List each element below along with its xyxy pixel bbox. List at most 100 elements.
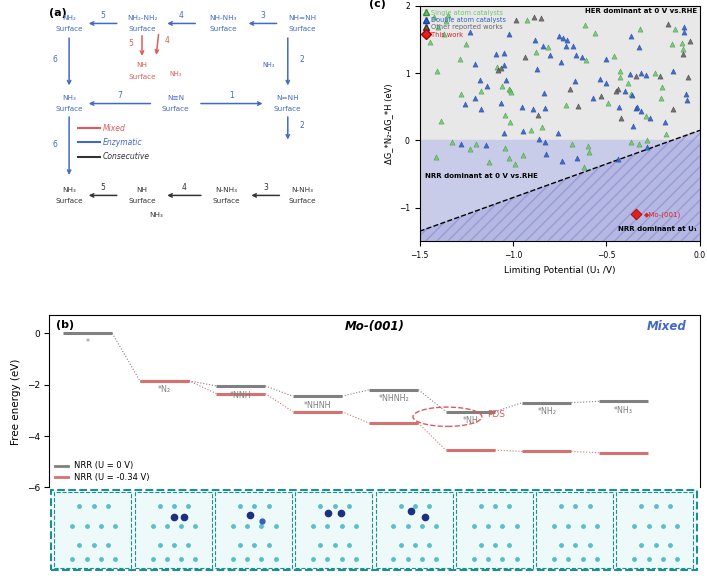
Point <box>446 138 457 147</box>
Text: 6: 6 <box>52 55 57 64</box>
Point <box>564 84 575 93</box>
Point <box>557 34 568 43</box>
Point <box>455 90 467 99</box>
Point <box>602 98 614 108</box>
Point <box>539 103 551 113</box>
Text: Surface: Surface <box>55 106 83 113</box>
Text: *NHNH₂: *NHNH₂ <box>378 394 409 403</box>
Point <box>636 69 647 78</box>
Point <box>503 30 514 39</box>
Point <box>498 129 510 138</box>
Point <box>610 86 621 95</box>
Point <box>530 35 541 45</box>
Point <box>460 99 471 109</box>
Point <box>655 93 667 102</box>
Legend: Single atom catalysts, Double atom catalysts, Other reported works, This work: Single atom catalysts, Double atom catal… <box>423 9 507 39</box>
Point <box>631 103 642 112</box>
Point <box>503 84 514 94</box>
Point <box>640 112 651 121</box>
Text: Surface: Surface <box>162 106 189 113</box>
Point <box>537 123 548 132</box>
Text: Surface: Surface <box>55 198 83 204</box>
Point <box>633 139 645 149</box>
Point <box>440 16 452 25</box>
Point <box>633 43 645 52</box>
Point <box>481 81 493 91</box>
Text: Mo-(001): Mo-(001) <box>345 320 404 334</box>
Point <box>595 75 606 84</box>
Point <box>556 58 567 67</box>
FancyBboxPatch shape <box>536 492 613 568</box>
Point <box>662 20 674 29</box>
Point <box>615 114 626 123</box>
Point <box>539 88 550 97</box>
X-axis label: Limiting Potential (U₁ /V): Limiting Potential (U₁ /V) <box>504 266 616 275</box>
Point <box>480 140 491 150</box>
Text: 4: 4 <box>179 10 184 20</box>
Point <box>553 128 564 137</box>
Point <box>499 143 510 153</box>
Point <box>625 31 636 40</box>
Text: NH₃: NH₃ <box>149 213 163 218</box>
Point <box>619 87 631 96</box>
Text: 4: 4 <box>165 36 170 46</box>
Text: Surface: Surface <box>128 74 156 80</box>
Point <box>631 210 642 219</box>
Point <box>583 142 594 151</box>
Text: *NH: *NH <box>462 416 478 425</box>
Point <box>625 138 636 147</box>
Point <box>612 84 624 94</box>
Text: Surface: Surface <box>288 198 315 204</box>
Point <box>491 62 502 72</box>
Text: Surface: Surface <box>128 198 156 204</box>
Point <box>635 25 646 34</box>
Point <box>425 38 436 47</box>
Point <box>595 91 607 100</box>
Point <box>571 153 583 162</box>
Point <box>678 22 689 31</box>
FancyBboxPatch shape <box>54 492 132 568</box>
Point <box>521 16 532 25</box>
Point <box>568 41 579 50</box>
Point <box>464 144 475 154</box>
Point <box>682 95 693 105</box>
Point <box>500 110 511 120</box>
Point <box>667 66 679 76</box>
Point <box>614 102 625 112</box>
Polygon shape <box>419 130 700 242</box>
Text: (a): (a) <box>49 8 67 18</box>
Point <box>577 52 588 61</box>
Point <box>669 25 680 34</box>
Point <box>580 20 591 29</box>
Point <box>630 103 641 113</box>
Text: NH: NH <box>136 62 148 68</box>
Point <box>506 87 517 97</box>
Legend: NRR (U = 0 V), NRR (U = -0.34 V): NRR (U = 0 V), NRR (U = -0.34 V) <box>54 460 152 483</box>
Point <box>640 70 651 79</box>
Point <box>435 117 446 126</box>
Point <box>443 10 454 19</box>
Text: Surface: Surface <box>128 27 156 32</box>
Point <box>573 102 584 111</box>
Text: *NNH: *NNH <box>230 391 252 399</box>
Point <box>532 64 543 73</box>
Point <box>554 31 565 40</box>
Point <box>517 151 528 160</box>
Text: 4: 4 <box>182 183 187 191</box>
Text: 3: 3 <box>260 10 265 20</box>
Text: NH₃: NH₃ <box>62 187 76 192</box>
Point <box>680 89 691 98</box>
Point <box>430 152 441 161</box>
Point <box>474 75 486 84</box>
Point <box>483 157 494 166</box>
Point <box>542 43 554 52</box>
Text: (c): (c) <box>369 0 386 9</box>
FancyBboxPatch shape <box>296 492 373 568</box>
Y-axis label: Free energy (eV): Free energy (eV) <box>11 358 21 444</box>
Point <box>460 40 472 49</box>
Text: *NH₂: *NH₂ <box>537 407 556 416</box>
Point <box>641 135 653 144</box>
Point <box>475 104 486 113</box>
Point <box>583 147 595 156</box>
Point <box>540 149 551 158</box>
